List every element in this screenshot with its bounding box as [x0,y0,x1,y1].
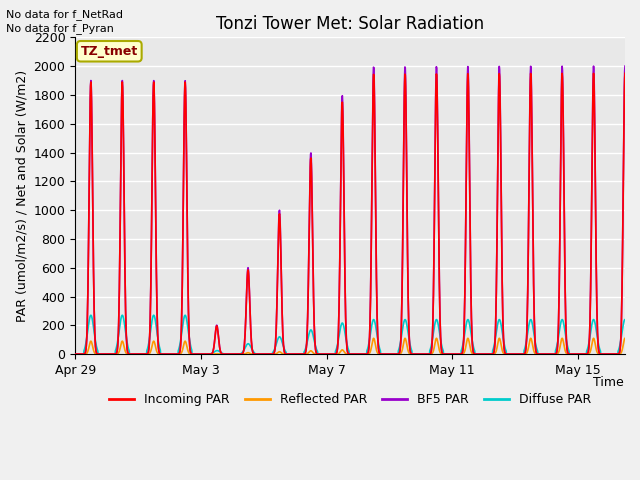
X-axis label: Time: Time [593,376,624,389]
Y-axis label: PAR (umol/m2/s) / Net and Solar (W/m2): PAR (umol/m2/s) / Net and Solar (W/m2) [15,70,28,322]
Title: Tonzi Tower Met: Solar Radiation: Tonzi Tower Met: Solar Radiation [216,15,484,33]
Text: No data for f_Pyran: No data for f_Pyran [6,23,115,34]
Text: No data for f_NetRad: No data for f_NetRad [6,9,124,20]
Legend: Incoming PAR, Reflected PAR, BF5 PAR, Diffuse PAR: Incoming PAR, Reflected PAR, BF5 PAR, Di… [104,388,596,411]
Text: TZ_tmet: TZ_tmet [81,45,138,58]
